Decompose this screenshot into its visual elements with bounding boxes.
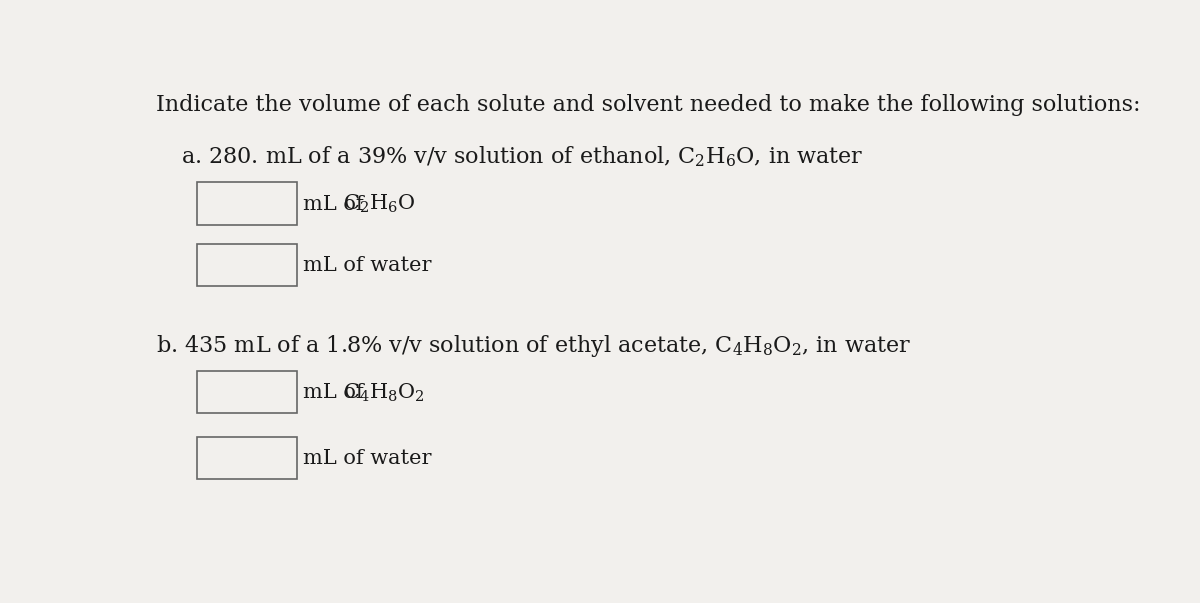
Text: $\mathregular{C_4H_8O_2}$: $\mathregular{C_4H_8O_2}$ (343, 382, 425, 404)
FancyBboxPatch shape (197, 371, 298, 414)
Text: mL of: mL of (302, 195, 370, 213)
Text: a. 280. mL of a 39% v/v solution of ethanol, $\mathregular{C_2H_6O}$, in water: a. 280. mL of a 39% v/v solution of etha… (181, 144, 864, 169)
Text: b. 435 mL of a 1.8% v/v solution of ethyl acetate, $\mathregular{C_4H_8O_2}$, in: b. 435 mL of a 1.8% v/v solution of ethy… (156, 333, 912, 359)
FancyBboxPatch shape (197, 244, 298, 286)
FancyBboxPatch shape (197, 437, 298, 479)
Text: mL of: mL of (302, 383, 370, 402)
FancyBboxPatch shape (197, 183, 298, 225)
Text: $\mathregular{C_2H_6O}$: $\mathregular{C_2H_6O}$ (343, 193, 415, 215)
Text: mL of water: mL of water (302, 449, 431, 468)
Text: Indicate the volume of each solute and solvent needed to make the following solu: Indicate the volume of each solute and s… (156, 94, 1141, 116)
Text: mL of water: mL of water (302, 256, 431, 275)
